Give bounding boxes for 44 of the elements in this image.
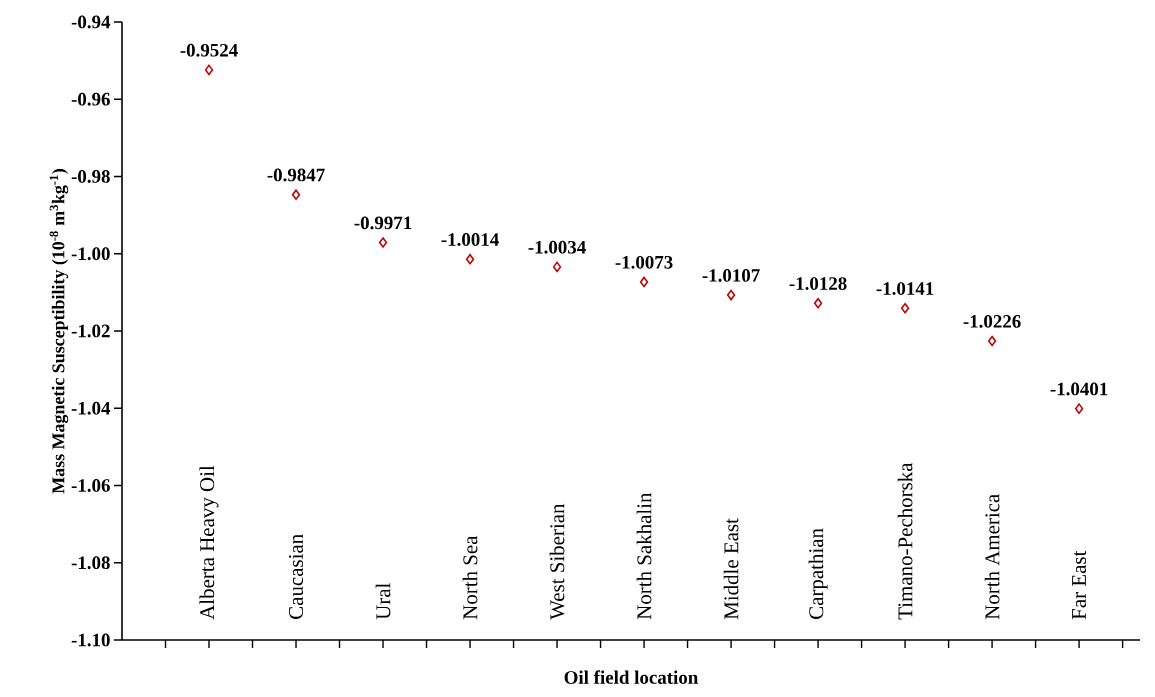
- point: [465, 253, 475, 265]
- x-tick-label: Caucasian: [288, 534, 304, 619]
- y-tick-label: -0.94: [71, 15, 111, 29]
- x-tick-label: Timano-Pechorska: [897, 462, 913, 620]
- point: [204, 64, 214, 76]
- point: [552, 261, 562, 273]
- point: [987, 335, 997, 347]
- point: [639, 276, 649, 288]
- data-label: -1.0107: [702, 269, 760, 282]
- y-tick-label: -1.04: [71, 401, 111, 415]
- data-label: -0.9847: [267, 168, 325, 182]
- y-tick-label: -1.06: [71, 479, 110, 492]
- x-tick-label: West Siberian: [549, 503, 565, 620]
- x-tick-label: Carpathian: [808, 528, 828, 619]
- y-tick-label: -0.96: [71, 92, 110, 106]
- data-label: -1.0014: [441, 233, 499, 246]
- x-tick-label: North Sakhalin: [636, 492, 652, 620]
- point: [378, 237, 388, 248]
- y-tick-label: -1.02: [71, 324, 110, 338]
- x-tick-label: North America: [984, 494, 1000, 620]
- point: [813, 297, 823, 309]
- data-label: -1.0401: [1050, 382, 1108, 396]
- y-tick-label: -1.00: [71, 247, 110, 261]
- data-label: -1.0141: [876, 282, 934, 296]
- point: [291, 189, 301, 200]
- x-tick-label: Middle East: [723, 518, 739, 620]
- point: [900, 302, 910, 314]
- data-label: -1.0128: [789, 277, 847, 290]
- data-label: -1.0034: [528, 240, 586, 254]
- x-axis-title: Oil field location: [564, 670, 699, 684]
- data-label: -0.9524: [180, 43, 238, 57]
- point: [1074, 403, 1084, 414]
- y-tick-label: -1.10: [71, 633, 110, 647]
- point: [726, 289, 736, 301]
- x-tick-label: Far East: [1072, 550, 1087, 620]
- data-label: -1.0226: [963, 315, 1021, 328]
- x-tick-label: Ural: [375, 583, 391, 620]
- y-axis-title: Mass Magnetic Susceptibility (10$^{-8}$ m$^{3}$kg$^{-1}$): [49, 169, 69, 494]
- y-tick-label: -1.08: [71, 556, 110, 570]
- data-label: -1.0073: [615, 255, 673, 269]
- data-label: -0.9971: [354, 216, 412, 230]
- y-tick-label: -0.98: [71, 170, 110, 183]
- x-tick-label: Alberta Heavy Oil: [199, 465, 219, 620]
- x-tick-label: North Sea: [462, 535, 478, 620]
